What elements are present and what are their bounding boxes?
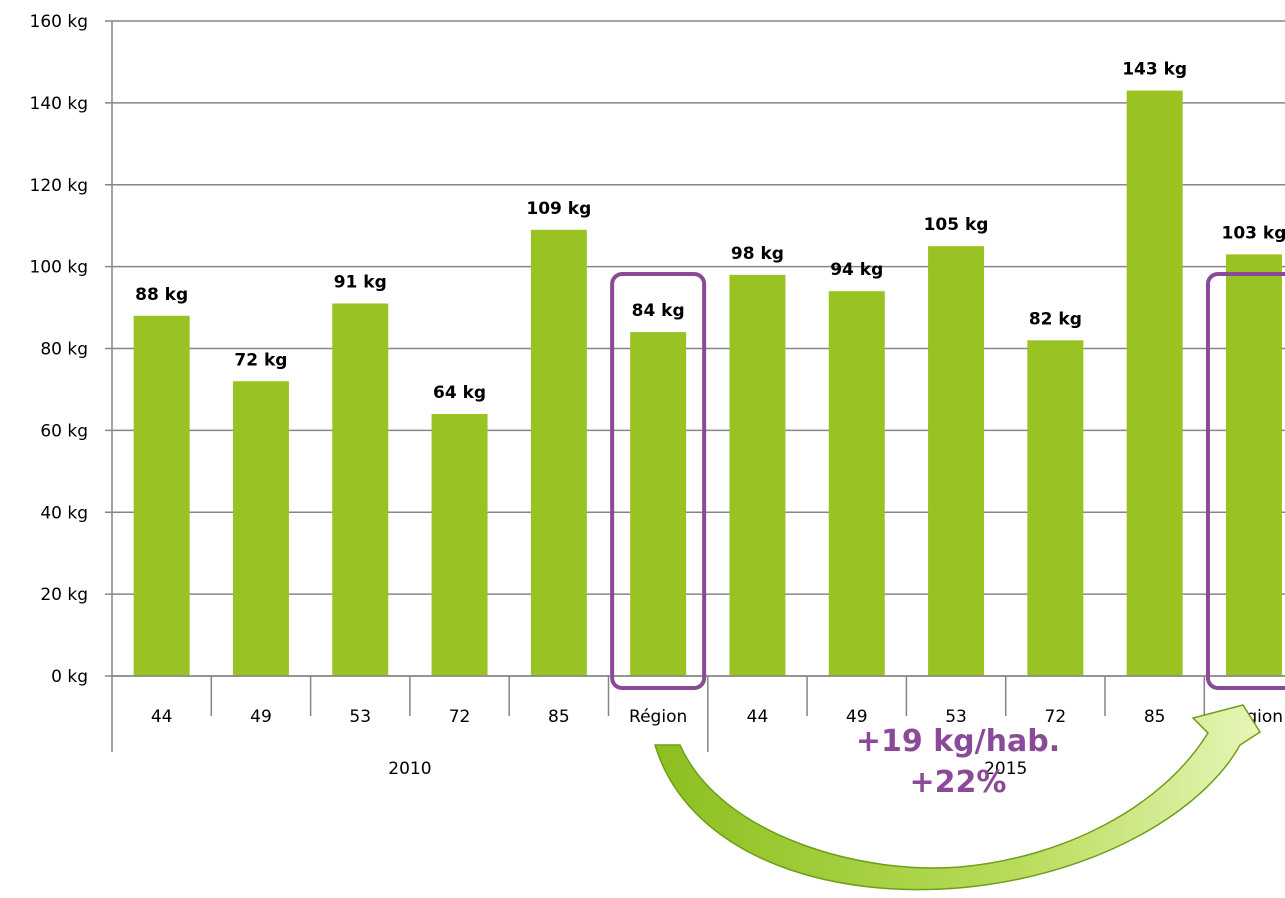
data-label: 88 kg xyxy=(135,285,188,305)
category-label: 53 xyxy=(945,707,967,727)
category-label: 85 xyxy=(548,707,570,727)
data-label: 72 kg xyxy=(234,350,287,370)
data-label: 84 kg xyxy=(632,301,685,321)
gridlines xyxy=(112,20,1285,677)
category-label: 49 xyxy=(250,707,272,727)
y-tick-label: 60 kg xyxy=(40,421,88,441)
group-labels: 2010 2015 xyxy=(388,759,1027,779)
data-label: 82 kg xyxy=(1029,309,1082,329)
growth-arrow-icon xyxy=(653,704,1262,891)
data-label: 105 kg xyxy=(924,215,989,235)
category-labels: 44 49 53 72 85 Région 44 49 53 72 85 Région xyxy=(151,707,1283,727)
bar xyxy=(232,381,289,676)
y-axis-tick-labels: 0 kg 20 kg 40 kg 60 kg 80 kg 100 kg 120 kg 140 … xyxy=(30,12,89,687)
bar xyxy=(1225,254,1282,676)
y-tick-label: 100 kg xyxy=(30,258,89,278)
bar xyxy=(828,291,885,676)
bar xyxy=(1027,340,1084,676)
data-label: 91 kg xyxy=(334,272,387,292)
y-tick-label: 80 kg xyxy=(40,340,88,360)
group-label: 2015 xyxy=(984,759,1027,779)
category-label: 85 xyxy=(1144,707,1166,727)
annotation-percent: +22% xyxy=(910,765,1007,800)
bar xyxy=(133,315,190,676)
bar xyxy=(530,229,587,676)
bar xyxy=(1126,90,1183,676)
highlight-box xyxy=(610,272,707,690)
annotation-difference: +19 kg/hab. xyxy=(856,724,1060,759)
bars xyxy=(133,90,1282,676)
axes xyxy=(105,20,1285,752)
y-tick-label: 160 kg xyxy=(30,12,89,32)
data-label: 98 kg xyxy=(731,244,784,264)
bar xyxy=(332,303,389,676)
highlight-boxes xyxy=(610,272,1285,690)
data-label: 103 kg xyxy=(1222,223,1285,243)
category-label: 49 xyxy=(846,707,868,727)
data-label: 109 kg xyxy=(526,199,591,219)
data-label: 64 kg xyxy=(433,383,486,403)
data-label: 143 kg xyxy=(1122,60,1187,80)
y-tick-label: 140 kg xyxy=(30,94,89,114)
bar xyxy=(431,414,488,676)
category-label: 44 xyxy=(151,707,173,727)
category-label: 72 xyxy=(1045,707,1067,727)
bar xyxy=(630,332,687,676)
y-tick-label: 0 kg xyxy=(51,667,88,687)
data-labels: 88 kg 72 kg 91 kg 64 kg 109 kg 84 kg 98 kg 94 k… xyxy=(135,60,1285,403)
category-label: 44 xyxy=(747,707,769,727)
category-label: 53 xyxy=(349,707,371,727)
category-label: 72 xyxy=(449,707,471,727)
bar xyxy=(729,274,786,676)
bar xyxy=(928,246,985,676)
group-label: 2010 xyxy=(388,759,431,779)
y-tick-label: 40 kg xyxy=(40,503,88,523)
data-label: 94 kg xyxy=(830,260,883,280)
category-label: Région xyxy=(629,707,687,727)
highlight-box xyxy=(1205,272,1285,690)
y-tick-label: 20 kg xyxy=(40,585,88,605)
y-tick-label: 120 kg xyxy=(30,176,89,196)
